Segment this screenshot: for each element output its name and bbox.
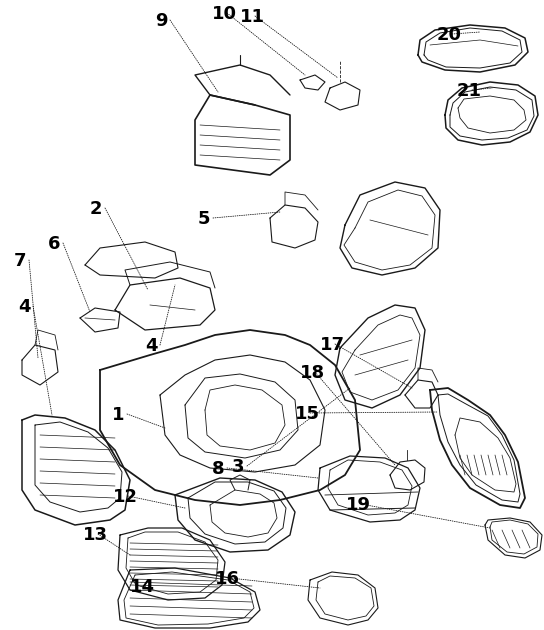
Text: 10: 10 — [212, 5, 237, 23]
Text: 15: 15 — [295, 405, 320, 423]
Text: 13: 13 — [83, 526, 108, 544]
Text: 11: 11 — [240, 8, 265, 26]
Text: 20: 20 — [437, 26, 462, 44]
Text: 4: 4 — [145, 337, 158, 355]
Text: 12: 12 — [113, 488, 138, 506]
Text: 2: 2 — [90, 200, 102, 218]
Text: 3: 3 — [232, 458, 244, 476]
Text: 1: 1 — [112, 406, 125, 424]
Text: 17: 17 — [320, 336, 345, 354]
Text: 16: 16 — [215, 570, 240, 588]
Text: 7: 7 — [14, 252, 27, 270]
Text: 14: 14 — [130, 578, 155, 596]
Text: 19: 19 — [346, 496, 371, 514]
Text: 8: 8 — [212, 460, 225, 478]
Text: 5: 5 — [198, 210, 211, 228]
Text: 4: 4 — [18, 298, 30, 316]
Text: 21: 21 — [457, 82, 482, 100]
Text: 18: 18 — [300, 364, 325, 382]
Text: 6: 6 — [48, 235, 60, 253]
Text: 9: 9 — [155, 12, 168, 30]
